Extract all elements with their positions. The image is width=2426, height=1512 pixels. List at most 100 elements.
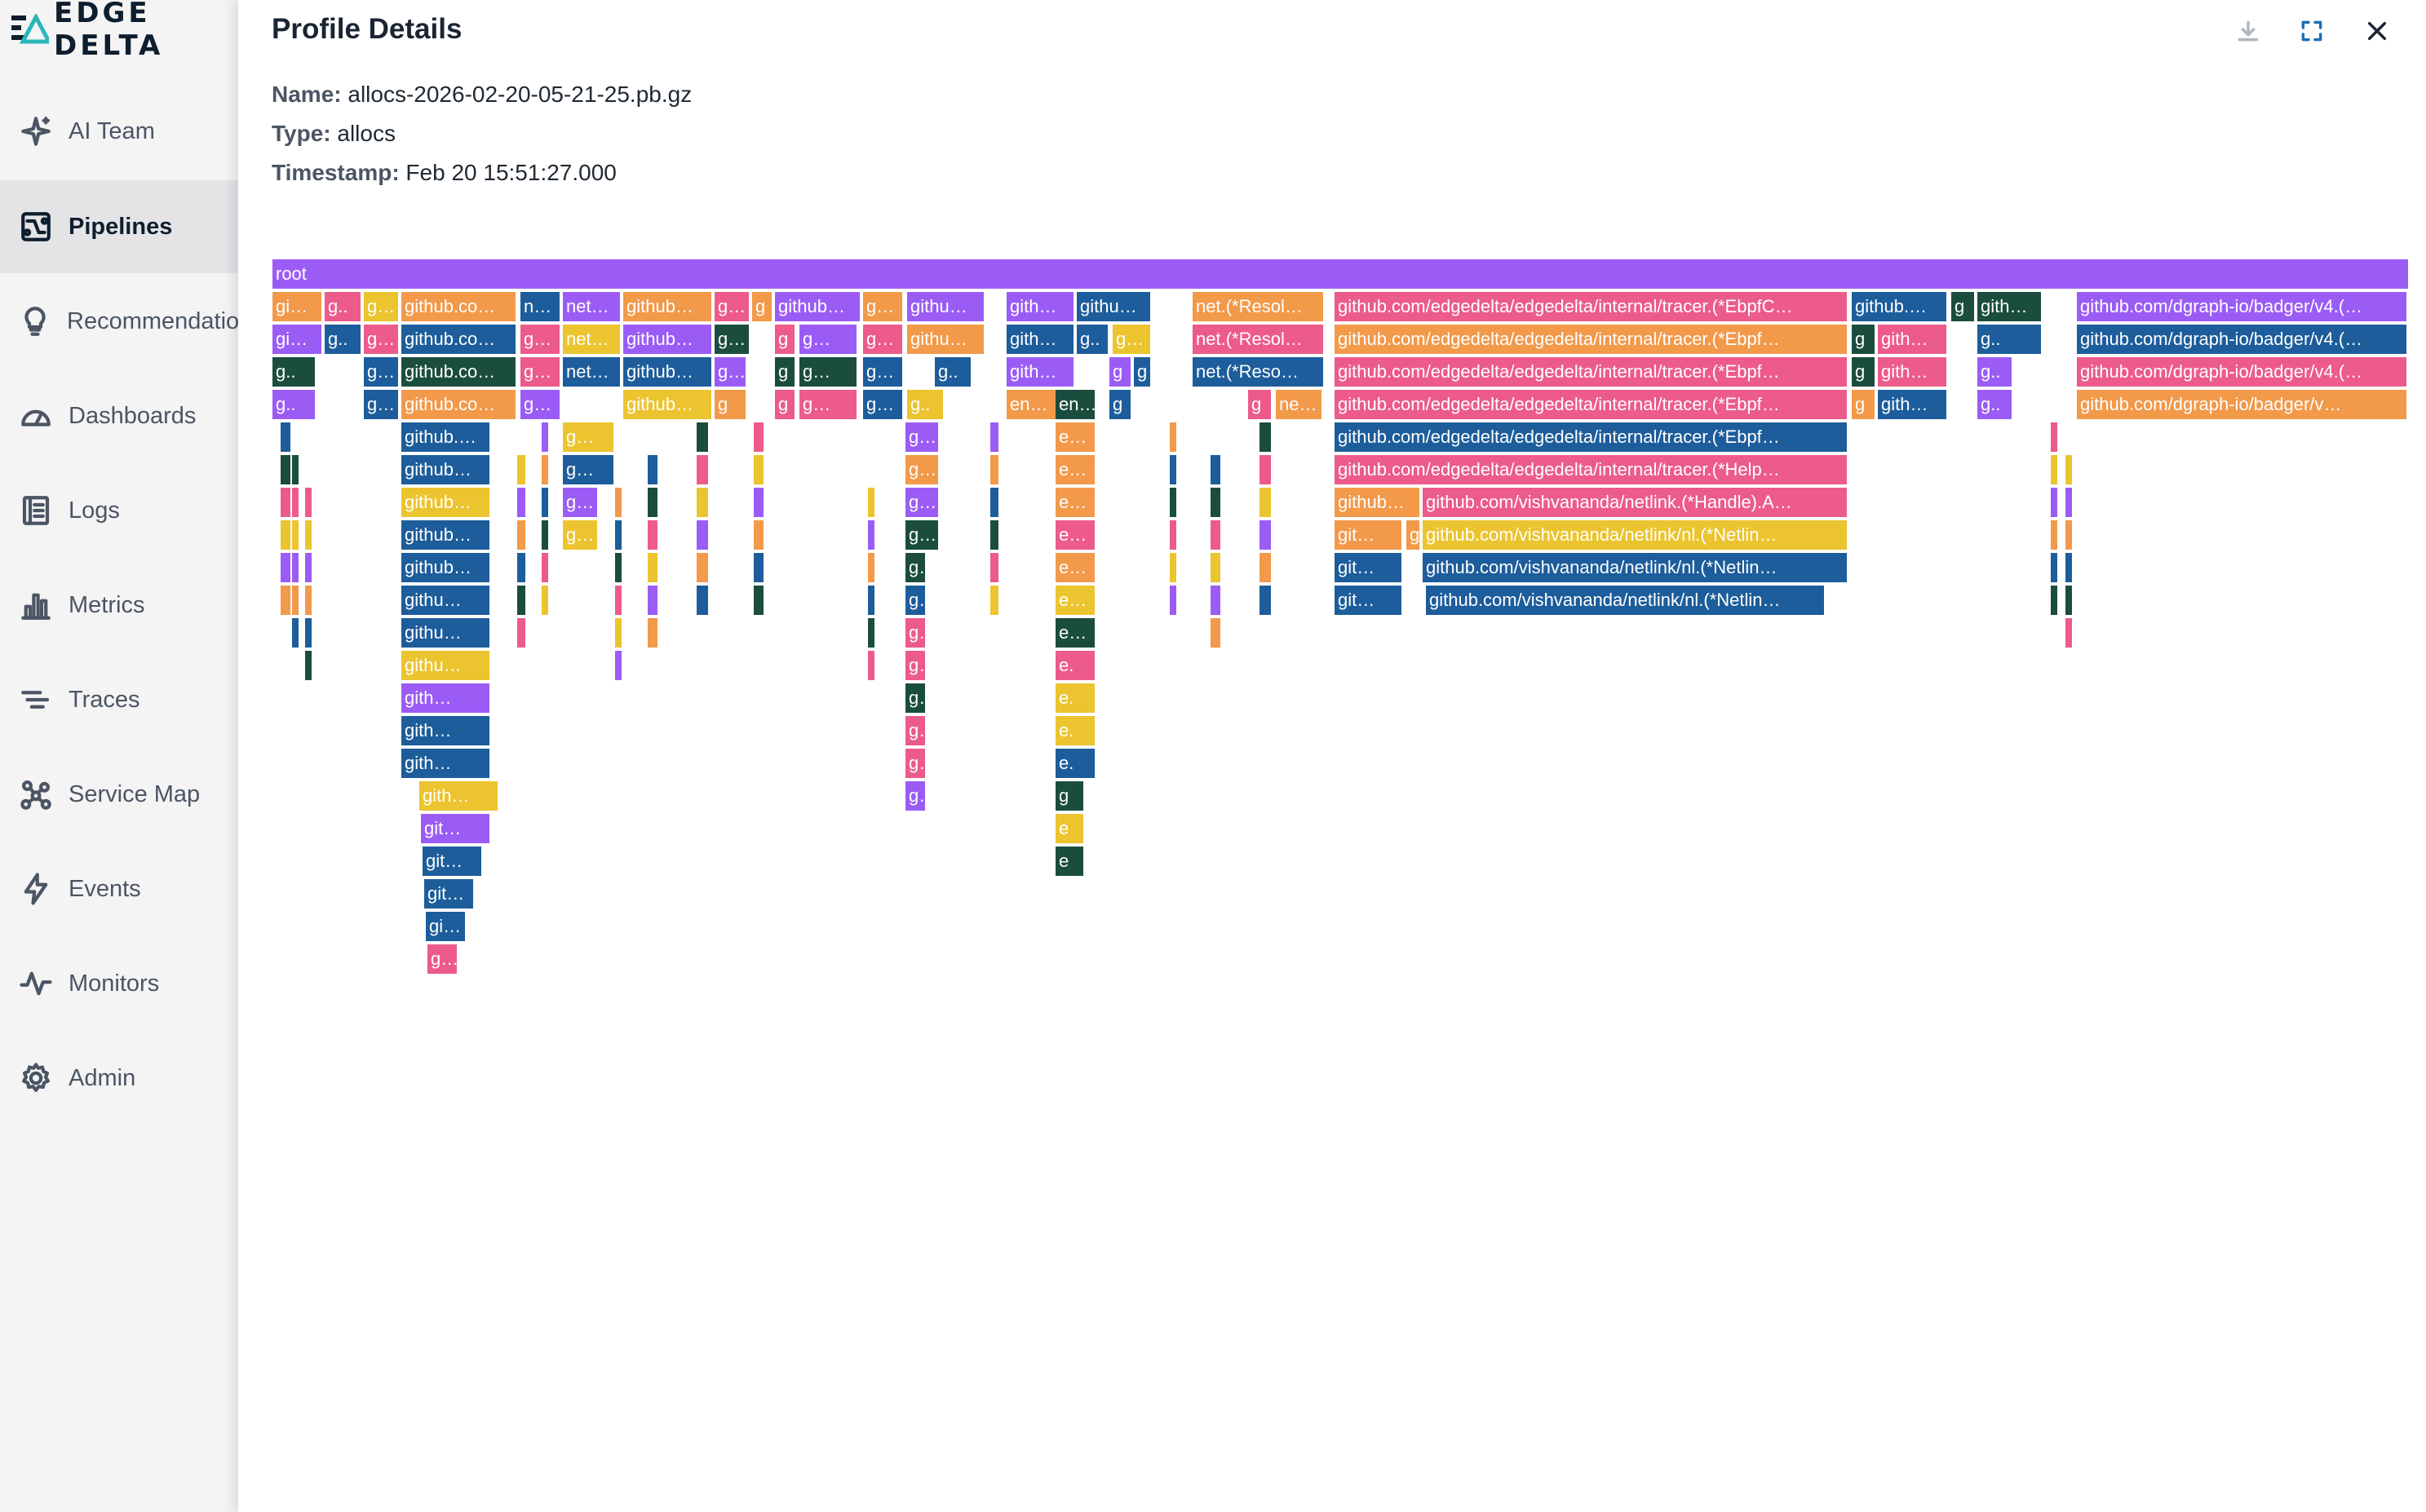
flame-frame[interactable]: github… [623,390,713,419]
flame-frame[interactable] [517,488,527,517]
flame-frame[interactable] [305,553,313,582]
flame-frame[interactable]: g [1109,390,1132,419]
flame-frame[interactable]: g [1248,390,1273,419]
flame-frame[interactable] [2065,553,2074,582]
flame-frame[interactable]: gith… [401,683,491,713]
flame-frame[interactable] [2065,488,2074,517]
flame-frame[interactable] [754,422,765,452]
flame-frame[interactable] [615,651,623,680]
flame-frame[interactable]: g [1109,357,1132,387]
flame-frame[interactable]: g… [905,488,940,517]
flame-frame[interactable]: g.. [272,390,317,419]
flame-frame[interactable]: g… [364,390,400,419]
flame-frame[interactable] [1259,586,1273,615]
flame-frame[interactable] [1259,422,1273,452]
flame-frame[interactable]: g… [799,357,858,387]
flame-frame[interactable]: e. [1056,716,1096,745]
flame-frame[interactable]: github.co… [401,390,517,419]
flame-frame[interactable] [1211,586,1222,615]
flame-frame[interactable] [1170,586,1178,615]
flame-frame[interactable] [542,520,550,550]
flame-frame[interactable]: git… [1335,586,1403,615]
flame-frame[interactable]: ne… [1276,390,1323,419]
flame-frame[interactable] [868,651,876,680]
flame-frame[interactable]: github… [623,357,713,387]
flame-frame[interactable]: github… [775,292,861,321]
flame-frame[interactable]: githu… [907,325,985,354]
flame-frame[interactable] [648,553,659,582]
flame-frame[interactable]: g.. [325,292,362,321]
flame-frame[interactable]: gith… [1878,390,1948,419]
flame-frame[interactable]: g… [905,651,927,680]
flame-frame[interactable] [517,618,527,648]
flame-frame[interactable]: e. [1056,683,1096,713]
flame-frame[interactable]: g [1134,357,1152,387]
flame-frame[interactable]: github.… [1852,292,1948,321]
flame-frame[interactable] [990,586,1000,615]
flame-frame[interactable]: g… [715,292,750,321]
flame-frame[interactable]: g… [799,390,858,419]
flame-frame[interactable] [697,520,710,550]
flame-frame[interactable]: n… [520,292,561,321]
flame-frame[interactable]: e [1056,814,1085,843]
flame-frame[interactable] [1170,455,1178,484]
flame-frame[interactable] [615,586,623,615]
flame-frame[interactable]: github… [623,292,713,321]
flame-frame[interactable] [697,553,710,582]
flame-frame[interactable]: github… [401,553,491,582]
flame-frame[interactable] [2065,586,2074,615]
flame-frame[interactable] [542,488,550,517]
flame-frame[interactable] [754,586,765,615]
download-button[interactable] [2232,15,2264,47]
flame-frame[interactable]: g… [715,325,750,354]
flame-frame[interactable]: gith… [401,716,491,745]
flame-frame[interactable] [648,455,659,484]
flame-frame[interactable] [281,586,292,615]
flame-frame[interactable]: github.com/vishvananda/netlink.(*Handle)… [1423,488,1848,517]
flame-frame[interactable]: g.. [325,325,362,354]
flame-frame[interactable]: g [1852,390,1876,419]
flame-frame[interactable]: g [752,292,773,321]
flame-frame[interactable]: g… [563,455,615,484]
flame-frame[interactable]: g.. [272,357,317,387]
flame-frame[interactable] [517,455,527,484]
flame-frame[interactable] [292,553,300,582]
flame-frame[interactable] [697,422,710,452]
flame-frame[interactable]: g [1852,357,1876,387]
flame-frame[interactable] [517,553,527,582]
sidebar-item-metrics[interactable]: Metrics [0,559,238,652]
flame-frame[interactable]: g [1852,325,1876,354]
flame-frame[interactable]: g… [863,357,904,387]
flame-frame[interactable] [648,586,659,615]
flame-frame[interactable]: g… [905,520,940,550]
flame-frame[interactable]: git… [1335,520,1403,550]
flame-frame[interactable]: g… [905,586,927,615]
flame-frame[interactable]: net… [563,292,622,321]
flame-frame[interactable] [1259,455,1273,484]
flame-frame[interactable] [2051,455,2059,484]
flame-frame[interactable]: net… [563,325,622,354]
flame-frame[interactable]: g… [863,390,904,419]
flame-frame[interactable]: gith… [1977,292,2043,321]
flame-frame[interactable]: github.com/edgedelta/edgedelta/internal/… [1335,422,1848,452]
flame-frame[interactable] [990,520,1000,550]
flame-frame[interactable]: e… [1056,618,1096,648]
flame-frame[interactable] [281,488,292,517]
flame-frame[interactable]: github.com/edgedelta/edgedelta/internal/… [1335,325,1848,354]
flame-frame[interactable] [281,455,292,484]
flame-frame[interactable] [517,520,527,550]
flame-frame[interactable]: g… [799,325,858,354]
flame-frame[interactable] [1170,488,1178,517]
flame-frame[interactable] [305,586,313,615]
flame-frame[interactable]: g.. [1977,390,2013,419]
flame-frame[interactable]: g… [563,488,599,517]
flame-frame[interactable]: g… [905,749,927,778]
flame-frame[interactable]: git… [421,814,491,843]
flame-frame[interactable] [281,553,292,582]
flame-frame[interactable]: g… [905,781,927,811]
flame-frame[interactable] [1211,520,1222,550]
flame-frame[interactable] [1170,553,1178,582]
flame-frame[interactable]: gith… [1007,292,1075,321]
flame-frame[interactable] [542,586,550,615]
flame-frame[interactable]: githu… [907,292,985,321]
